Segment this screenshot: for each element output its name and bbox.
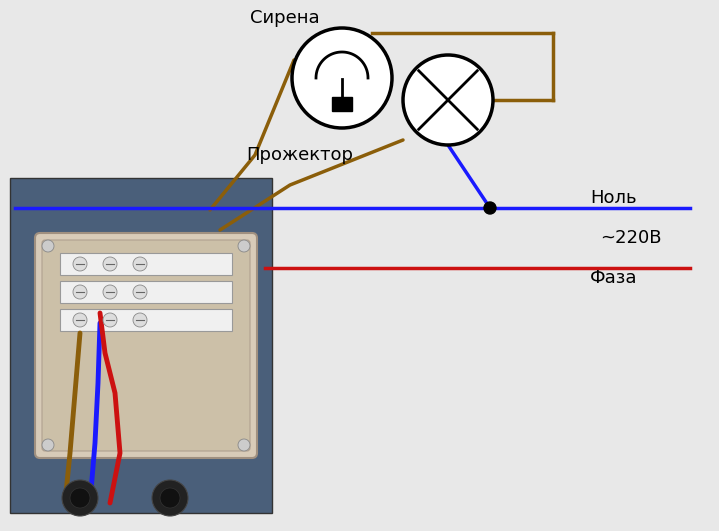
Bar [331, 97, 352, 111]
Bar [60, 253, 232, 275]
Circle shape [42, 240, 54, 252]
Circle shape [484, 202, 496, 214]
Circle shape [70, 488, 90, 508]
Text: Фаза: Фаза [590, 269, 638, 287]
Circle shape [133, 285, 147, 299]
Bar [60, 309, 232, 331]
Circle shape [62, 480, 98, 516]
Bar [60, 281, 232, 303]
Circle shape [73, 285, 87, 299]
FancyBboxPatch shape [35, 233, 257, 458]
Circle shape [152, 480, 188, 516]
Circle shape [238, 439, 250, 451]
Circle shape [133, 257, 147, 271]
Circle shape [42, 439, 54, 451]
Circle shape [103, 257, 117, 271]
Text: Сирена: Сирена [250, 9, 320, 27]
Text: Ноль: Ноль [590, 189, 636, 207]
Text: Прожектор: Прожектор [246, 146, 353, 164]
Circle shape [103, 313, 117, 327]
Text: ~220В: ~220В [600, 229, 661, 247]
Circle shape [73, 257, 87, 271]
Circle shape [73, 313, 87, 327]
Circle shape [292, 28, 392, 128]
Bar [10, 178, 272, 513]
Circle shape [403, 55, 493, 145]
Circle shape [238, 240, 250, 252]
Circle shape [160, 488, 180, 508]
FancyBboxPatch shape [42, 240, 250, 451]
Circle shape [103, 285, 117, 299]
Circle shape [133, 313, 147, 327]
